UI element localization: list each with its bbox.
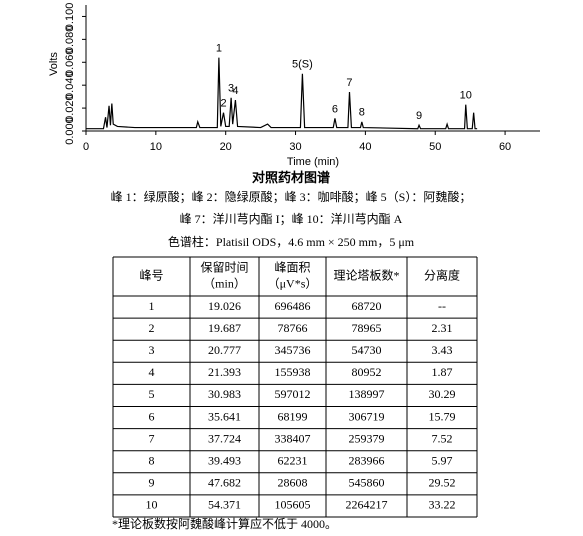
peak-label: 3	[228, 83, 234, 95]
y-tick-label: 0.080	[64, 26, 76, 54]
peak-label: 5(S)	[292, 59, 313, 71]
chromatogram: Time (min) Volts 0 10 20 30 40 50 60 0.0000.020…	[48, 3, 540, 168]
peak-label: 6	[332, 103, 338, 115]
table-cell: 3	[149, 343, 155, 357]
peak-label: 8	[359, 107, 365, 119]
table-cell: 19.687	[208, 321, 241, 335]
x-tick-label: 60	[499, 141, 511, 153]
peak-label: 4	[232, 85, 238, 97]
y-tick-label: 0.040	[64, 71, 76, 99]
table-cell: 2264217	[346, 498, 388, 512]
caption: 峰 1：绿原酸；峰 2：隐绿原酸；峰 3：咖啡酸；峰 5（S）：阿魏酸；	[111, 189, 472, 204]
peak-label: 9	[416, 110, 422, 122]
table-cell: 33.22	[429, 498, 456, 512]
table: 峰号 保留时间 （min） 峰面积 （μV*s） 理论塔板数* 分离度 1 19.026 6964…	[112, 256, 478, 518]
x-tick-label: 0	[83, 141, 89, 153]
table-cell: 21.393	[208, 365, 241, 379]
table-cell: 15.79	[429, 409, 456, 423]
table-cell: 54.371	[208, 498, 241, 512]
x-tick-label: 40	[359, 141, 371, 153]
table-cell: 29.52	[429, 476, 456, 490]
table-cell: 19.026	[208, 299, 241, 313]
table-cell: 68720	[352, 299, 382, 313]
table-cell: 5	[149, 387, 155, 401]
axes	[85, 5, 540, 132]
table-cell: 283966	[349, 454, 385, 468]
table-cell: 1	[149, 299, 155, 313]
table-cell: 7.52	[432, 431, 453, 445]
x-tick-label: 10	[150, 141, 162, 153]
table-cell: 6	[149, 409, 155, 423]
table-cell: 35.641	[208, 409, 241, 423]
table-cell: 39.493	[208, 454, 241, 468]
y-tick-label: 0.000	[64, 117, 76, 145]
x-tick-label: 30	[289, 141, 301, 153]
footnote: *理论板数按阿魏酸峰计算应不低于 4000。	[112, 516, 337, 531]
table-cell: 138997	[349, 387, 385, 401]
table-cell: 545860	[349, 476, 385, 490]
table-cell: 7	[149, 431, 155, 445]
peak-label: 10	[460, 90, 472, 102]
table-cell: 338407	[275, 431, 311, 445]
table-cell: 8	[149, 454, 155, 468]
table-cell: 696486	[275, 299, 311, 313]
peak-label: 1	[216, 43, 222, 55]
table-cell: 306719	[349, 409, 385, 423]
table-cell: 37.724	[208, 431, 241, 445]
table-header: 峰号	[139, 268, 163, 282]
peak-label: 2	[220, 98, 226, 110]
x-tick-label: 20	[220, 141, 232, 153]
table-cell: 30.29	[429, 387, 456, 401]
x-tick-label: 50	[429, 141, 441, 153]
table-cell: 1.87	[432, 365, 453, 379]
table-cell: 62231	[278, 454, 308, 468]
table-cell: 105605	[275, 498, 311, 512]
table-header: 理论塔板数*	[333, 267, 399, 282]
caption: 峰 7：洋川芎内酯 I；峰 10：洋川芎内酯 A	[180, 211, 403, 226]
y-tick-label: 0.100	[64, 3, 76, 31]
table-cell: 68199	[278, 409, 308, 423]
table-cell: 80952	[352, 365, 382, 379]
peak-label: 7	[346, 77, 352, 89]
table-header: 分离度	[424, 267, 460, 282]
table-cell: 2.31	[432, 321, 453, 335]
y-axis-label: Volts	[48, 52, 60, 76]
table-cell: 155938	[275, 365, 311, 379]
table-cell: 78766	[278, 321, 308, 335]
table-cell: 259379	[349, 431, 385, 445]
table-cell: 78965	[352, 321, 382, 335]
table-cell: --	[438, 299, 446, 313]
table-cell: 20.777	[208, 343, 241, 357]
y-tick-label: 0.020	[64, 94, 76, 122]
table-header: （min）	[203, 276, 246, 290]
table-cell: 2	[149, 321, 155, 335]
caption: 色谱柱：Platisil ODS，4.6 mm × 250 mm，5 μm	[168, 234, 415, 249]
y-tick-label: 0.060	[64, 49, 76, 77]
table-cell: 3.43	[432, 343, 453, 357]
table-cell: 5.97	[432, 454, 453, 468]
table-cell: 597012	[275, 387, 311, 401]
table-header: （μV*s）	[268, 276, 318, 290]
trace	[86, 57, 478, 130]
table-cell: 54730	[352, 343, 382, 357]
table-cell: 9	[149, 476, 155, 490]
table-cell: 10	[146, 498, 158, 512]
table-header: 保留时间	[200, 260, 248, 274]
table-cell: 28608	[278, 476, 308, 490]
figure-title: 对照药材图谱	[252, 170, 330, 185]
table-cell: 345736	[275, 343, 311, 357]
table-cell: 4	[149, 365, 155, 379]
table-header: 峰面积	[274, 260, 310, 274]
table-cell: 47.682	[208, 476, 241, 490]
x-axis-label: Time (min)	[287, 156, 339, 168]
table-cell: 30.983	[208, 387, 241, 401]
